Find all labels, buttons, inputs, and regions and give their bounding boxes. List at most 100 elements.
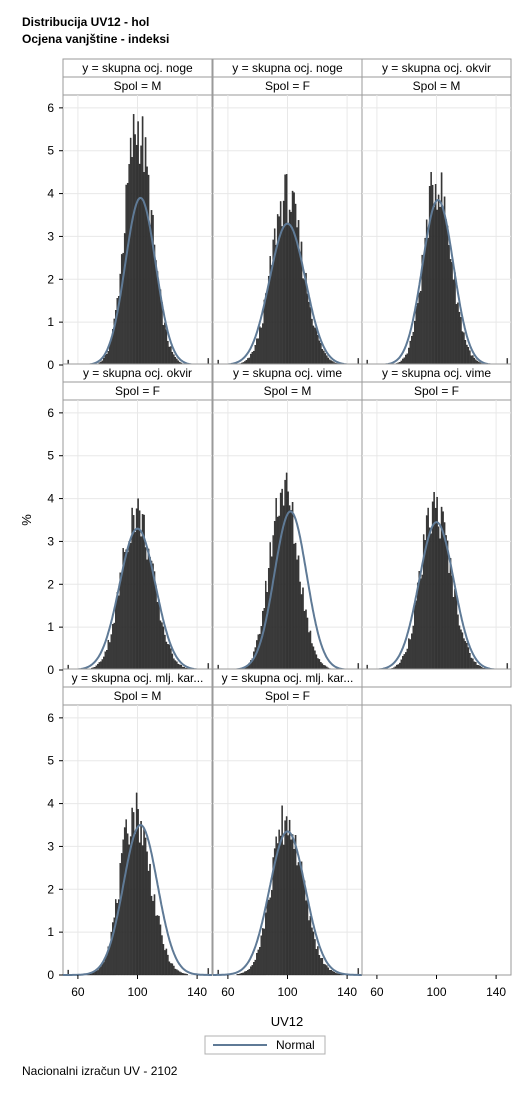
histogram-bar <box>357 968 360 975</box>
empty-panel-frame <box>361 704 512 976</box>
histogram-bar <box>276 843 279 976</box>
histogram-bar <box>177 970 180 976</box>
histogram-bar <box>329 970 331 976</box>
histogram-bar <box>67 359 69 365</box>
histogram-bar <box>168 346 171 366</box>
y-axis-label: % <box>19 514 34 526</box>
histogram-bar <box>144 547 147 671</box>
histogram-bar <box>147 174 150 366</box>
histogram-bar <box>173 354 175 366</box>
histogram-bar <box>126 552 129 671</box>
histogram-bar <box>162 626 165 671</box>
histogram-bar <box>314 327 316 366</box>
histogram-bar <box>182 973 184 976</box>
histogram-bar <box>275 836 277 976</box>
histogram-bar <box>273 848 276 976</box>
histogram-bar <box>285 472 288 671</box>
histogram-bar <box>469 653 471 671</box>
histogram-bar <box>141 116 144 366</box>
histogram-bar <box>217 664 219 670</box>
histogram-bar <box>452 279 455 366</box>
histogram-bar <box>288 819 291 976</box>
histogram-bar <box>161 622 163 671</box>
histogram-bar <box>117 899 120 976</box>
histogram-bar <box>104 958 107 976</box>
histogram-bar <box>309 916 312 976</box>
histogram-bar <box>284 820 286 976</box>
histogram-bar <box>408 638 410 671</box>
histogram-bar <box>285 174 288 366</box>
normal-curve <box>362 521 511 671</box>
histogram-bar <box>297 555 300 671</box>
histogram-bar <box>320 958 322 976</box>
histogram-bar <box>445 219 447 366</box>
y-tick-label: 0 <box>47 968 54 982</box>
histogram-bar <box>250 966 252 976</box>
x-tick-label: 100 <box>426 985 446 999</box>
histogram-bar <box>239 973 242 976</box>
histogram-bar <box>424 237 426 366</box>
histogram-bar <box>446 225 449 366</box>
histogram-bar <box>332 971 334 976</box>
histogram-bar <box>291 190 294 366</box>
histogram-bar <box>144 837 147 976</box>
histogram-bar <box>282 844 285 976</box>
histogram-bar <box>299 581 301 671</box>
row-header-label: y = skupna ocj. mlj. kar... <box>222 671 354 685</box>
histogram-bar <box>131 807 133 976</box>
histogram-bar <box>318 340 321 366</box>
histogram-bar <box>312 325 315 366</box>
histogram-bar <box>312 931 315 976</box>
histogram-bar <box>402 656 404 671</box>
histogram-bar <box>137 498 139 671</box>
histogram-bar <box>122 839 124 976</box>
col-header-label: Spol = M <box>114 79 162 93</box>
histogram-bar <box>159 924 162 976</box>
histogram-bar <box>147 548 150 671</box>
histogram-bar <box>185 973 187 976</box>
histogram-bar <box>260 327 263 366</box>
histogram-bar <box>285 816 288 976</box>
histogram-bar <box>155 260 157 366</box>
histogram-bar <box>104 354 107 366</box>
histogram-bar <box>129 836 132 976</box>
histogram-bar <box>434 507 437 671</box>
histogram-bar <box>155 915 157 976</box>
histogram-bar <box>428 527 431 671</box>
col-header-label: Spol = F <box>115 384 160 398</box>
histogram-bar <box>449 558 452 671</box>
histogram-bar <box>409 340 412 366</box>
histogram-bar <box>293 543 295 671</box>
histogram-bar <box>170 346 172 366</box>
histogram-bar <box>463 638 465 671</box>
histogram-bar <box>406 353 409 366</box>
histogram-bar <box>278 829 280 976</box>
histogram-bar <box>454 272 456 366</box>
y-tick-label: 1 <box>47 620 54 634</box>
histogram-bar <box>469 350 471 366</box>
row-header-label: y = skupna ocj. noge <box>232 61 343 75</box>
x-tick-label: 140 <box>337 985 357 999</box>
histogram-bar <box>270 265 273 366</box>
histogram-bar <box>412 625 415 671</box>
histogram-bar <box>290 211 292 366</box>
y-tick-label: 3 <box>47 534 54 548</box>
histogram-bar <box>267 899 270 976</box>
histogram-bar <box>176 969 178 976</box>
histogram-bar <box>132 114 135 366</box>
histogram-bar <box>305 609 307 671</box>
histogram-bar <box>302 587 304 671</box>
histogram-bar <box>262 928 264 976</box>
histogram-bar <box>294 203 297 366</box>
histogram-bar <box>257 338 260 366</box>
y-tick-label: 2 <box>47 577 54 591</box>
y-tick-label: 0 <box>47 663 54 677</box>
histogram-bar <box>416 303 419 366</box>
histogram-bar <box>357 663 360 670</box>
histogram-bar <box>174 968 177 976</box>
histogram-bar <box>262 610 264 671</box>
histogram-bar <box>254 345 257 366</box>
histogram-bar <box>326 965 328 976</box>
histogram-bar <box>162 325 165 366</box>
histogram-bar <box>109 344 111 366</box>
